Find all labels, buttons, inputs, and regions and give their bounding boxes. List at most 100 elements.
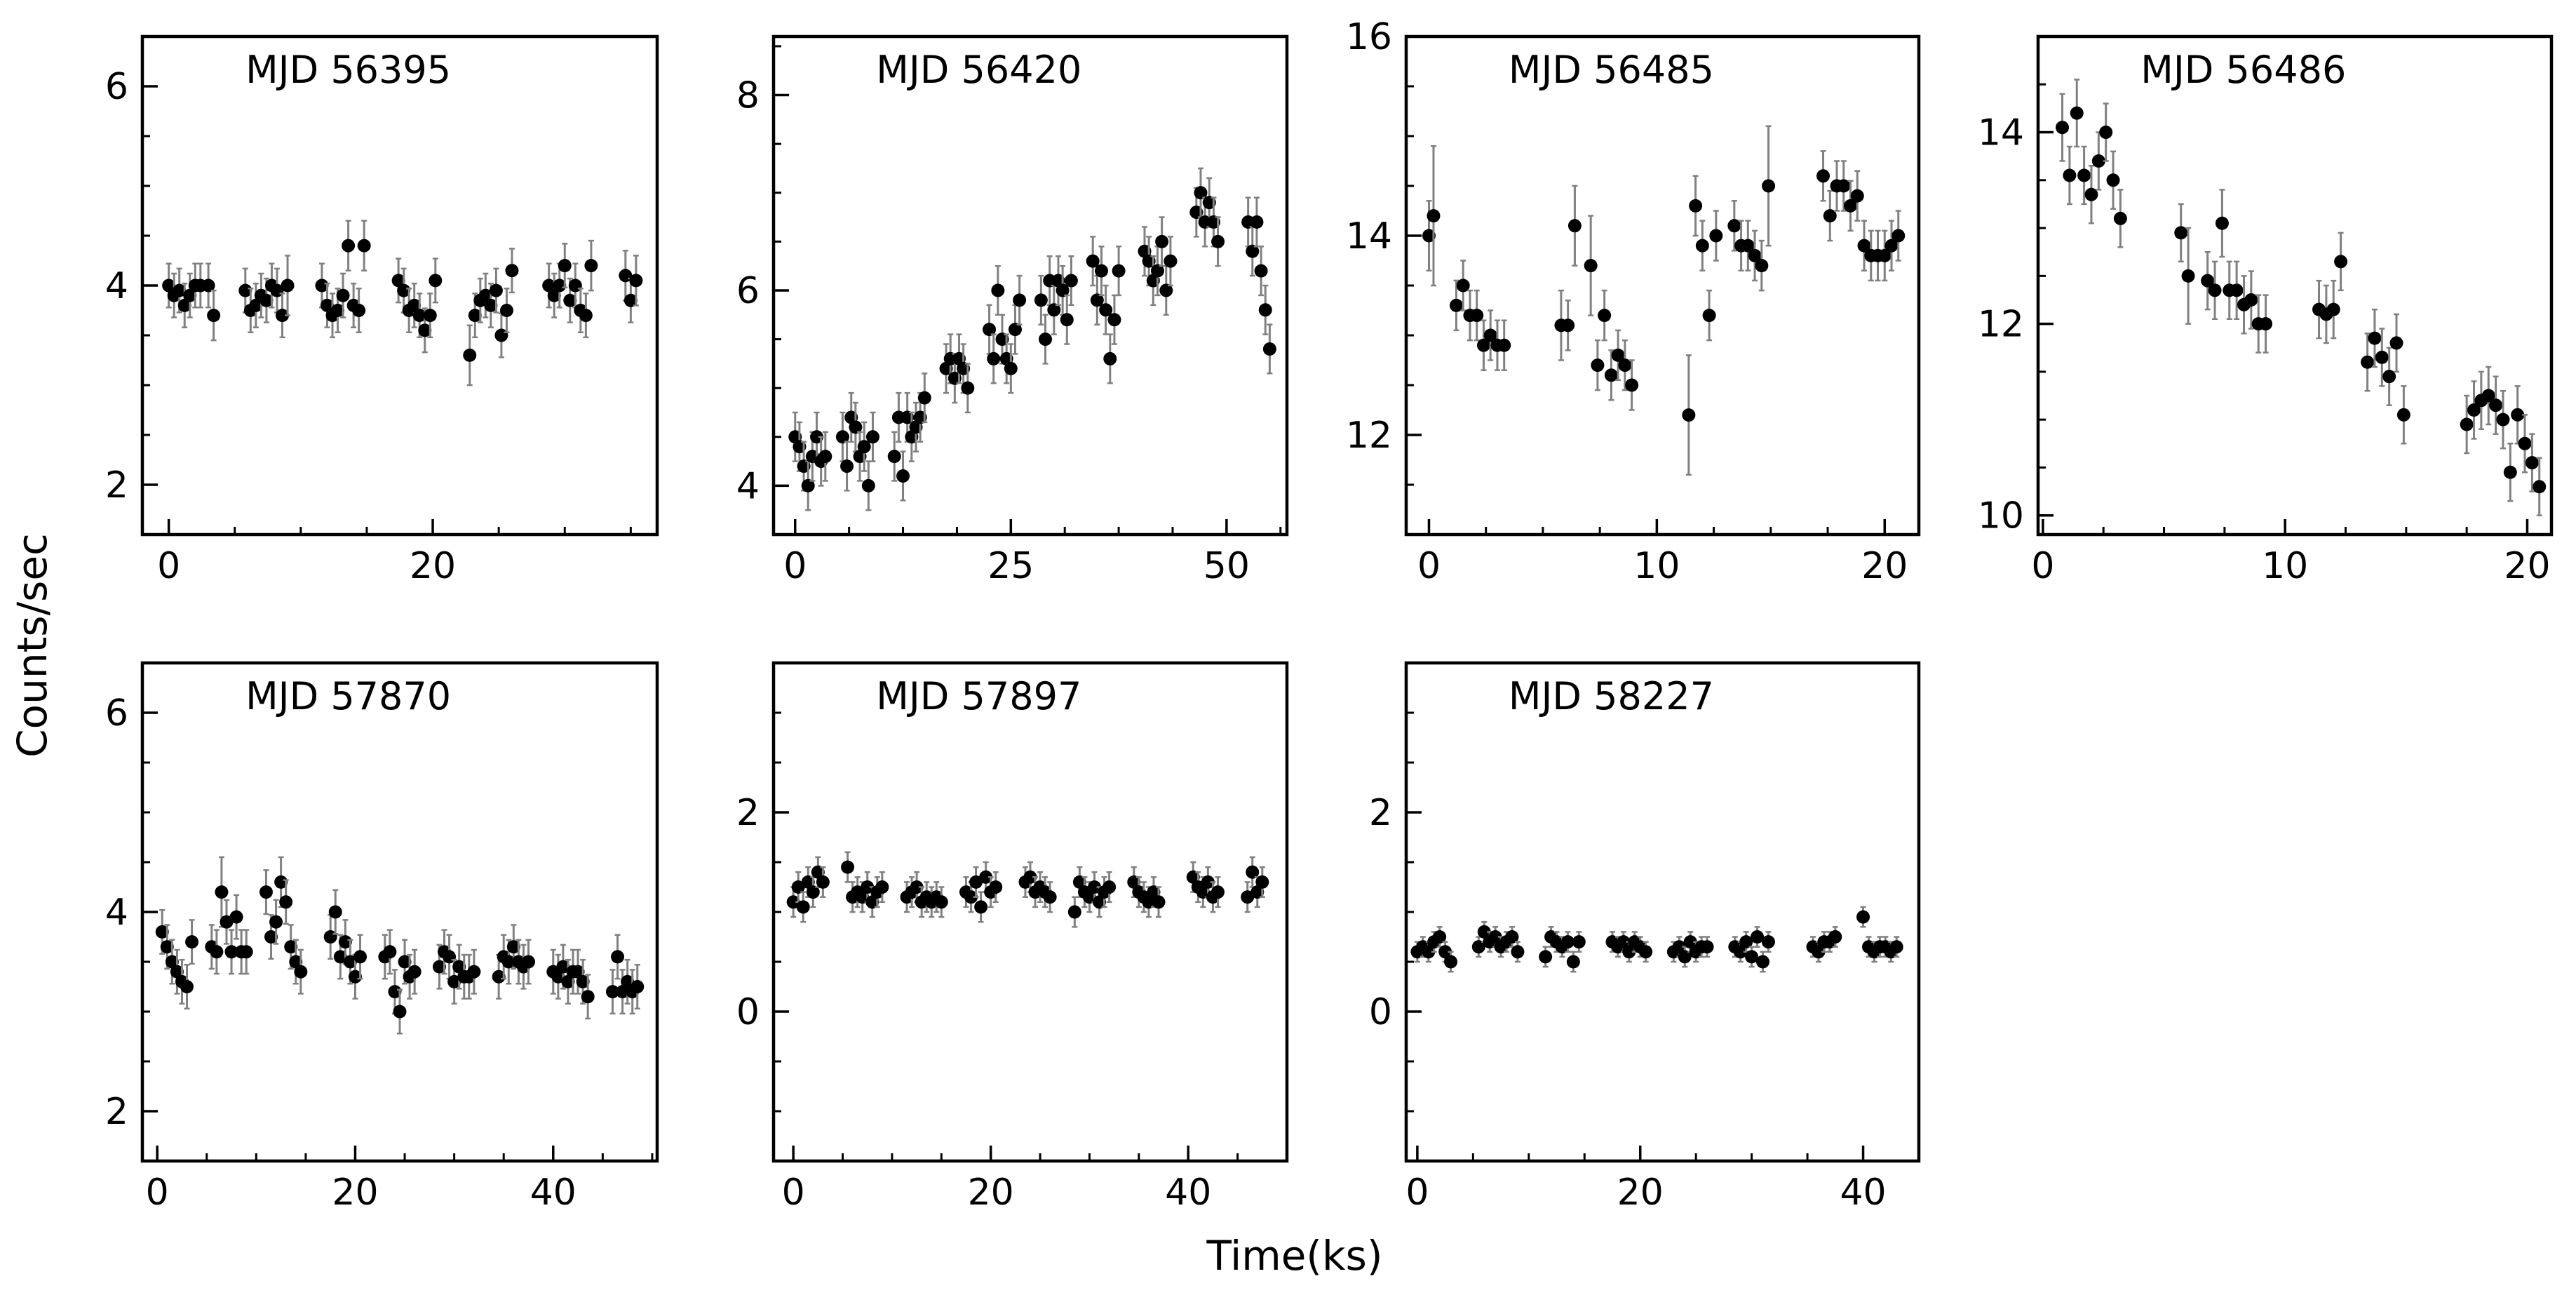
data-point [1488,930,1502,944]
data-point [1567,219,1582,233]
data-point [2389,336,2403,350]
data-point [1591,358,1605,373]
data-point [581,990,595,1004]
data-point [391,274,405,288]
data-point [1566,955,1580,969]
data-point [801,478,815,492]
data-point [407,298,422,312]
data-point [183,288,197,302]
data-point [2244,293,2258,307]
data-point [1088,880,1101,894]
panel-title: MJD 57870 [245,674,451,718]
data-point [210,945,224,959]
data-point [547,288,561,302]
y-tick-label: 14 [1346,215,1392,257]
data-point [1241,890,1255,904]
data-point [499,304,513,317]
data-point [875,880,889,894]
data-point [2113,211,2127,225]
y-tick-label: 0 [736,991,760,1033]
data-point [835,430,849,444]
data-point [571,965,585,979]
data-point [489,283,503,297]
data-point [801,875,815,889]
data-point [1837,179,1851,193]
data-point [1700,940,1714,954]
data-point [2091,154,2105,168]
data-point [165,955,179,969]
y-tick-label: 4 [105,265,128,307]
data-point [964,890,978,904]
y-tick-label: 12 [1346,415,1392,457]
data-point [1756,955,1770,969]
panel-frame [2036,34,2554,537]
data-point [1427,209,1441,223]
data-point [861,880,875,894]
data-point [1246,865,1260,879]
data-point [1891,229,1906,243]
data-point [2368,331,2382,345]
data-point [2326,302,2340,316]
data-point [856,890,870,904]
data-point [1727,219,1741,233]
data-point [961,381,975,395]
data-point [1147,885,1161,899]
data-point [1625,378,1639,392]
data-point [284,940,298,954]
data-point [841,860,855,874]
data-point [289,955,303,969]
data-point [1438,945,1452,959]
data-point [1258,303,1272,317]
data-point [2077,168,2091,182]
data-point [849,420,863,434]
data-point [865,895,879,909]
data-point [1102,880,1117,894]
data-point [201,279,215,293]
data-point [1034,293,1048,307]
x-tick-label: 20 [1861,545,1908,587]
data-point [1477,925,1491,939]
data-point [796,900,810,914]
data-point [173,283,187,297]
data-point [220,915,234,929]
data-point [492,969,506,984]
data-point [2056,121,2070,135]
data-point [605,985,619,999]
y-tick-label: 14 [1978,112,2024,154]
data-point [342,239,356,253]
data-point [501,955,515,969]
data-point [1164,254,1178,268]
data-point [989,880,1003,894]
data-point [553,279,567,293]
data-point [1823,209,1837,223]
data-point [1150,264,1164,278]
data-point [2070,106,2084,120]
panel-5: 0 20 40 2 4 6 MJD 57870 [105,661,659,1214]
data-point [1611,348,1625,362]
data-point [328,905,342,919]
x-tick-label: 40 [1840,1172,1886,1214]
data-point [1497,338,1511,352]
data-point [1142,895,1156,909]
data-point [1090,293,1104,307]
data-point [2201,274,2215,288]
data-point [452,960,466,974]
data-point [1755,259,1769,273]
data-point [259,885,273,899]
data-point [2489,398,2503,412]
data-point [397,283,411,297]
data-point [275,309,289,323]
data-point [1094,264,1108,278]
panel-frame [1404,34,1921,537]
data-point [1617,935,1631,949]
panel-title: MJD 58227 [1509,674,1714,718]
data-point [1211,234,1225,248]
data-point [983,323,997,337]
y-tick-label: 4 [105,892,128,934]
data-point [338,935,352,949]
data-point [1695,239,1709,253]
data-point [623,293,638,307]
data-point [393,1005,407,1019]
